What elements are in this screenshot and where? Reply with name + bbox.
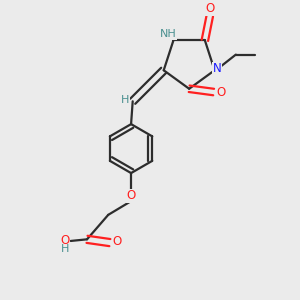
Text: O: O	[60, 234, 70, 247]
Text: O: O	[127, 189, 136, 203]
Text: O: O	[205, 2, 214, 15]
Text: N: N	[213, 62, 222, 75]
Text: O: O	[112, 235, 122, 248]
Text: H: H	[61, 244, 69, 254]
Text: H: H	[121, 94, 130, 105]
Text: NH: NH	[160, 29, 177, 40]
Text: O: O	[216, 85, 225, 98]
